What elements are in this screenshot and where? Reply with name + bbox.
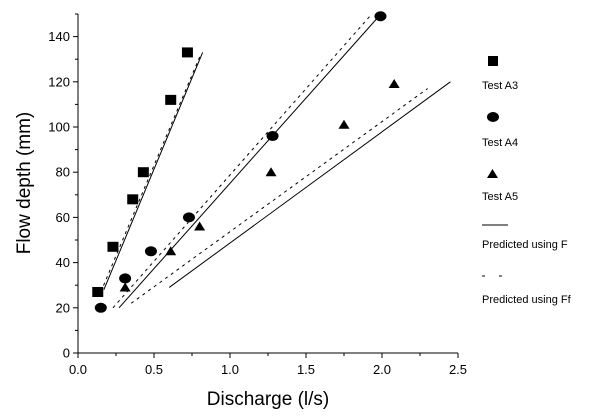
legend-circle-marker bbox=[487, 112, 499, 122]
triangle-point bbox=[165, 246, 177, 256]
circle-point bbox=[182, 212, 195, 223]
legend-square-marker bbox=[488, 56, 498, 66]
triangle-point bbox=[194, 221, 206, 231]
circle-point bbox=[94, 302, 107, 313]
y-tick-label: 0 bbox=[63, 346, 70, 361]
y-tick-label: 120 bbox=[48, 74, 70, 89]
y-axis-title: Flow depth (mm) bbox=[14, 112, 35, 255]
square-point bbox=[107, 241, 119, 252]
x-tick-label: 0.0 bbox=[69, 362, 87, 377]
legend-label: Predicted using F bbox=[482, 239, 568, 251]
legend: Test A3 Test A4 Test A5 Predicted using … bbox=[482, 56, 572, 306]
x-tick-label: 1.0 bbox=[221, 362, 239, 377]
square-point bbox=[137, 167, 149, 178]
x-tick-label: 0.5 bbox=[145, 362, 163, 377]
predicted-ff-line bbox=[100, 56, 201, 293]
triangle-point bbox=[388, 79, 400, 89]
legend-label: Test A3 bbox=[482, 80, 518, 92]
circle-point bbox=[374, 11, 387, 22]
x-tick-label: 2.0 bbox=[373, 362, 391, 377]
y-tick-label: 100 bbox=[48, 120, 70, 135]
square-point bbox=[165, 94, 177, 105]
x-tick-label: 2.5 bbox=[449, 362, 467, 377]
legend-label: Test A5 bbox=[482, 191, 518, 203]
circle-point bbox=[144, 246, 157, 257]
y-tick-label: 20 bbox=[56, 300, 70, 315]
y-tick-label: 80 bbox=[56, 165, 70, 180]
y-tick-label: 60 bbox=[56, 210, 70, 225]
circle-point bbox=[266, 131, 279, 142]
predicted-ff-line bbox=[130, 88, 428, 304]
square-point bbox=[127, 194, 139, 205]
y-tick-label: 40 bbox=[56, 255, 70, 270]
y-tick-label: 140 bbox=[48, 29, 70, 44]
x-tick-label: 1.5 bbox=[297, 362, 315, 377]
x-axis-title: Discharge (l/s) bbox=[207, 389, 329, 410]
axis-ticks: 0.0 0.5 1.0 1.5 2.0 2.5 0 20 40 60 80 100 120 140 bbox=[48, 13, 467, 377]
chart-marks bbox=[92, 11, 451, 313]
triangle-point bbox=[265, 167, 277, 177]
legend-label: Test A4 bbox=[482, 137, 518, 149]
predicted-f-line bbox=[103, 52, 204, 290]
circle-point bbox=[119, 273, 132, 284]
predicted-ff-line bbox=[112, 15, 371, 309]
legend-label: Predicted using Ff bbox=[482, 294, 572, 306]
triangle-point bbox=[338, 119, 350, 129]
square-point bbox=[181, 47, 193, 58]
triangle-point bbox=[119, 282, 131, 292]
square-point bbox=[92, 286, 104, 297]
predicted-f-line bbox=[168, 81, 451, 288]
legend-triangle-marker bbox=[487, 169, 498, 178]
predicted-f-line bbox=[118, 15, 380, 309]
